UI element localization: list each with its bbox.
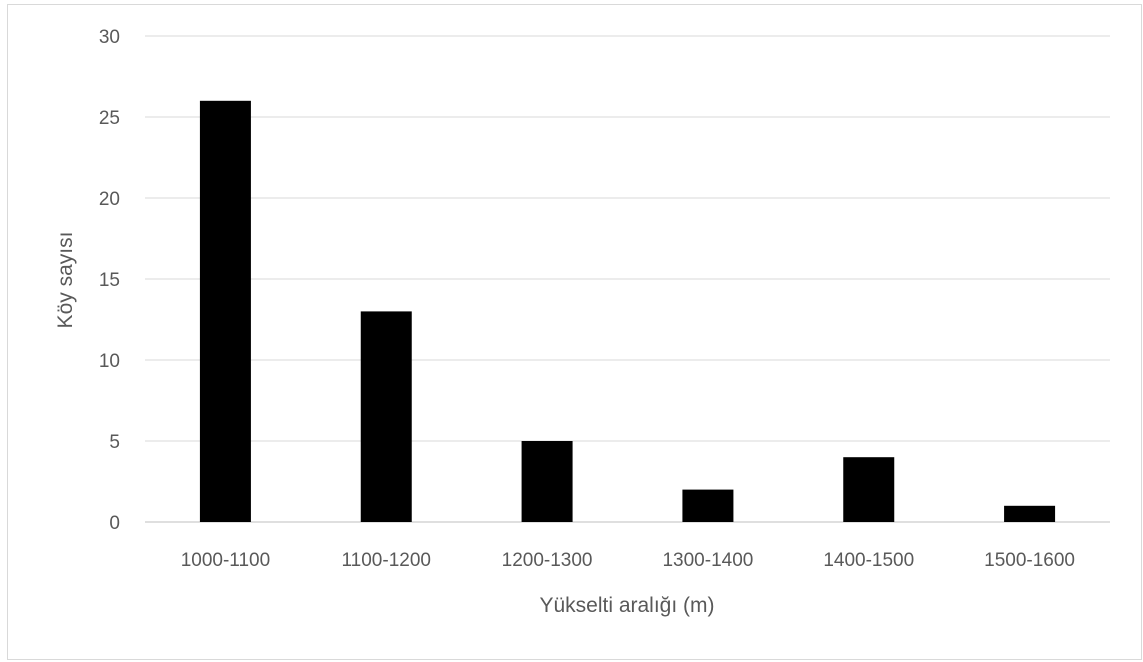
bars: [199, 100, 1056, 523]
y-tick-label: 25: [99, 108, 120, 129]
bar-1000-1100: [199, 100, 251, 523]
y-tick-label: 30: [99, 27, 120, 48]
y-tick-label: 0: [109, 513, 120, 534]
x-axis-title: Yükselti aralığı (m): [539, 594, 714, 617]
y-axis-title: Köy sayısı: [54, 232, 77, 329]
x-tick-label: 1400-1500: [823, 550, 914, 571]
y-tick-label: 10: [99, 351, 120, 372]
bar-1200-1300: [521, 441, 573, 522]
x-tick-label: 1500-1600: [984, 550, 1075, 571]
x-axis-ticks: 1000-1100 1100-1200 1200-1300 1300-1400 1400…: [181, 550, 1075, 571]
chart-frame: [7, 4, 1142, 660]
x-tick-label: 1000-1100: [181, 550, 270, 571]
y-axis-ticks: 0 5 10 15 20 25 30: [99, 27, 120, 534]
x-tick-label: 1100-1200: [342, 550, 431, 571]
x-tick-label: 1200-1300: [502, 550, 593, 571]
bar-1300-1400: [682, 489, 734, 522]
gridlines: [145, 35, 1110, 523]
y-tick-label: 15: [99, 270, 120, 291]
bar-1500-1600: [1004, 505, 1056, 522]
y-tick-label: 20: [99, 189, 120, 210]
bar-1400-1500: [843, 457, 895, 522]
y-tick-label: 5: [109, 432, 120, 453]
bar-1100-1200: [360, 311, 412, 522]
x-tick-label: 1300-1400: [662, 550, 753, 571]
